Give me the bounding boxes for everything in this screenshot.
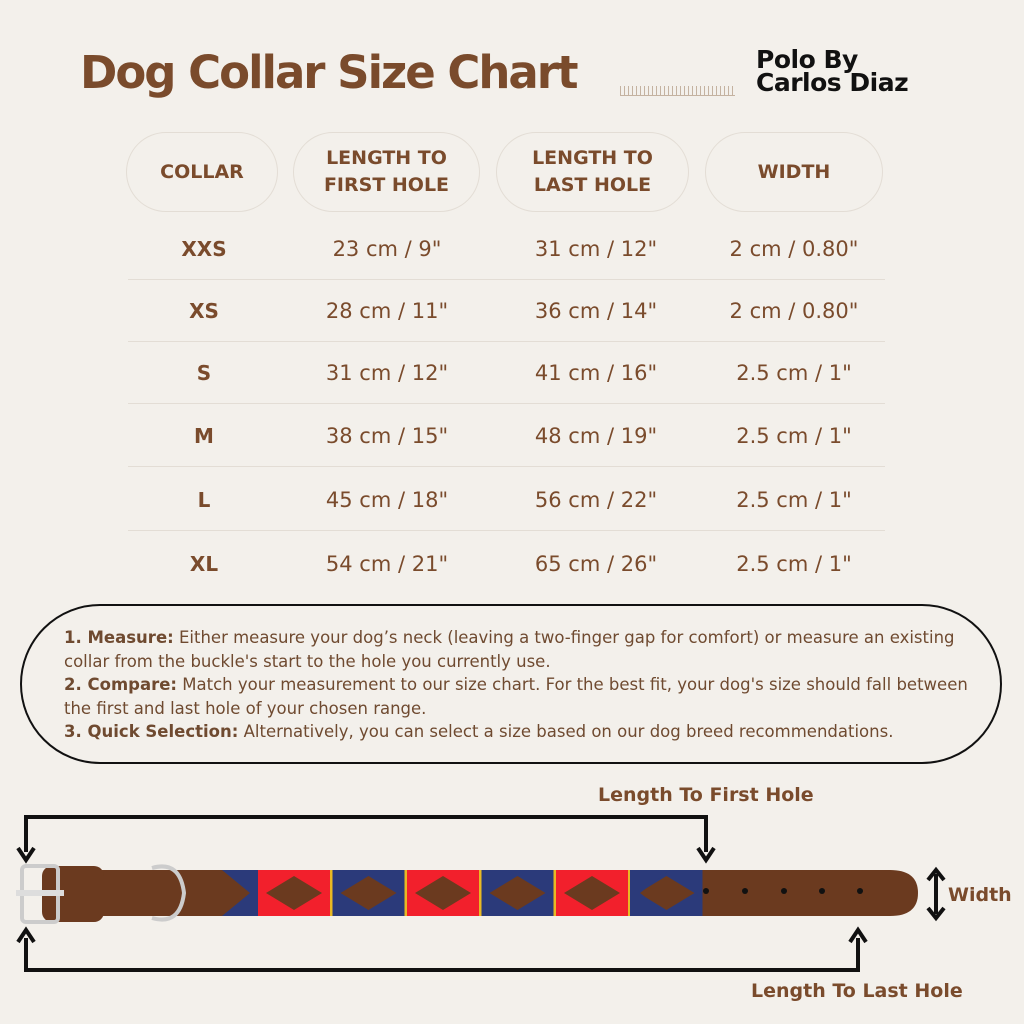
table-row: M 38 cm / 15" 48 cm / 19" 2.5 cm / 1"	[128, 405, 885, 467]
cell-first-hole: 23 cm / 9"	[332, 236, 442, 261]
header-last-hole: LENGTH TO LAST HOLE	[496, 132, 689, 212]
diamond-motif	[340, 876, 397, 910]
cell-size: XL	[189, 552, 219, 576]
cell-last-hole: 36 cm / 14"	[534, 298, 658, 323]
cell-last-hole: 41 cm / 16"	[534, 360, 658, 385]
label-last-hole: Length To Last Hole	[751, 980, 963, 1002]
arrow-up-icon	[16, 926, 36, 944]
arrow-up-icon	[848, 926, 868, 944]
cell-width: 2.5 cm / 1"	[736, 423, 852, 448]
diamond-motif	[266, 876, 322, 910]
cell-width: 2.5 cm / 1"	[736, 487, 852, 512]
cell-last-hole: 56 cm / 22"	[534, 487, 658, 512]
cell-last-hole: 65 cm / 26"	[534, 552, 658, 576]
cell-size: XXS	[181, 236, 227, 261]
cell-first-hole: 31 cm / 12"	[325, 360, 449, 385]
instruction-2: 2. Compare: Match your measurement to ou…	[64, 675, 968, 718]
cell-last-hole: 48 cm / 19"	[534, 423, 658, 448]
header-collar: COLLAR	[126, 132, 278, 212]
instruction-1: 1. Measure: Either measure your dog’s ne…	[64, 628, 955, 671]
ruler-decoration	[620, 86, 735, 96]
cell-first-hole: 54 cm / 21"	[325, 552, 449, 576]
table-row: S 31 cm / 12" 41 cm / 16" 2.5 cm / 1"	[128, 342, 885, 404]
width-arrow-icon	[926, 866, 946, 922]
header-first-hole: LENGTH TO FIRST HOLE	[293, 132, 480, 212]
instructions-box: 1. Measure: Either measure your dog’s ne…	[20, 604, 1002, 764]
page-title: Dog Collar Size Chart	[80, 46, 579, 99]
brand-line2: Carlos Diaz	[756, 68, 909, 97]
cell-size: L	[197, 487, 211, 512]
arrow-down-icon	[696, 846, 716, 864]
diamond-motif	[638, 876, 695, 910]
diamond-motif	[564, 876, 620, 910]
label-first-hole: Length To First Hole	[598, 784, 814, 806]
diamond-motif	[489, 876, 546, 910]
cell-last-hole: 31 cm / 12"	[534, 236, 658, 261]
cell-size: XS	[189, 298, 219, 323]
cell-width: 2 cm / 0.80"	[729, 236, 859, 261]
cell-size: M	[194, 423, 214, 448]
cell-first-hole: 45 cm / 18"	[325, 487, 449, 512]
diamond-motif	[415, 876, 471, 910]
table-row: XL 54 cm / 21" 65 cm / 26" 2.5 cm / 1"	[128, 533, 885, 595]
table-row: XS 28 cm / 11" 36 cm / 14" 2 cm / 0.80"	[128, 280, 885, 342]
cell-width: 2.5 cm / 1"	[736, 552, 852, 576]
instruction-3: 3. Quick Selection: Alternatively, you c…	[64, 722, 894, 741]
last-hole-bracket	[24, 938, 860, 972]
cell-width: 2 cm / 0.80"	[729, 298, 859, 323]
table-row: XXS 23 cm / 9" 31 cm / 12" 2 cm / 0.80"	[128, 218, 885, 280]
cell-width: 2.5 cm / 1"	[736, 360, 852, 385]
first-hole-bracket	[24, 815, 708, 852]
header-width: WIDTH	[705, 132, 883, 212]
table-row: L 45 cm / 18" 56 cm / 22" 2.5 cm / 1"	[128, 469, 885, 531]
label-width: Width	[948, 884, 1012, 906]
brand-line1: Polo By	[756, 45, 858, 74]
collar-diagram	[16, 815, 946, 972]
collar-image	[16, 864, 918, 924]
arrow-down-icon	[16, 846, 36, 864]
cell-first-hole: 28 cm / 11"	[325, 298, 449, 323]
cell-size: S	[196, 360, 212, 385]
cell-first-hole: 38 cm / 15"	[325, 423, 449, 448]
brand-logo: Polo By Carlos Diaz	[756, 45, 909, 97]
